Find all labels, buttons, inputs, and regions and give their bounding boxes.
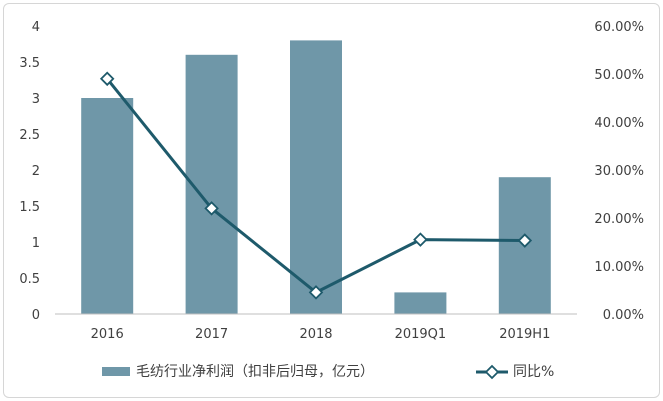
x-tick-label: 2019Q1 bbox=[395, 327, 447, 342]
line-point-2018 bbox=[308, 285, 324, 300]
right-tick-label: 10.00% bbox=[594, 260, 644, 275]
right-tick-label: 30.00% bbox=[594, 164, 644, 179]
x-axis-ticks: 2016 2017 2018 2019Q1 2019H1 bbox=[91, 327, 551, 342]
line-point-2019H1 bbox=[517, 233, 533, 248]
left-tick-label: 1 bbox=[32, 236, 40, 251]
left-tick-label: 1.5 bbox=[19, 200, 40, 215]
bar-2019Q1 bbox=[394, 292, 447, 314]
right-tick-label: 40.00% bbox=[594, 116, 644, 131]
right-tick-label: 50.00% bbox=[594, 68, 644, 83]
bar-2016 bbox=[81, 98, 134, 314]
left-axis-ticks: 0 0.5 1 1.5 2 2.5 3 3.5 4 bbox=[19, 20, 40, 323]
line-point-2016 bbox=[99, 71, 115, 87]
left-tick-label: 3 bbox=[32, 92, 40, 107]
line-point-2017 bbox=[204, 201, 219, 216]
x-tick-label: 2018 bbox=[299, 327, 332, 342]
left-tick-label: 2 bbox=[32, 164, 40, 179]
left-tick-label: 4 bbox=[32, 20, 40, 35]
x-tick-label: 2019H1 bbox=[499, 327, 550, 342]
x-tick-label: 2017 bbox=[195, 327, 228, 342]
line-series bbox=[99, 71, 533, 300]
right-tick-label: 0.00% bbox=[603, 308, 644, 323]
bar-2017 bbox=[185, 54, 238, 315]
left-tick-label: 0.5 bbox=[19, 272, 40, 287]
legend: 毛纺行业净利润（扣非后归母，亿元） 同比% bbox=[102, 363, 554, 380]
left-tick-label: 0 bbox=[32, 308, 40, 323]
right-axis-ticks: 0.00% 10.00% 20.00% 30.00% 40.00% 50.00% 60.00… bbox=[594, 20, 644, 323]
right-tick-label: 20.00% bbox=[594, 212, 644, 227]
line-point-2019Q1 bbox=[413, 232, 428, 247]
left-tick-label: 3.5 bbox=[19, 56, 40, 71]
bar-series bbox=[81, 40, 551, 315]
legend-label-bar: 毛纺行业净利润（扣非后归母，亿元） bbox=[136, 363, 374, 380]
bar-2018 bbox=[290, 40, 342, 315]
right-tick-label: 60.00% bbox=[594, 20, 644, 35]
legend-swatch-bar bbox=[102, 367, 130, 376]
legend-marker-line bbox=[484, 364, 500, 380]
left-tick-label: 2.5 bbox=[19, 128, 40, 143]
legend-label-line: 同比% bbox=[513, 364, 554, 380]
x-tick-label: 2016 bbox=[91, 327, 124, 342]
